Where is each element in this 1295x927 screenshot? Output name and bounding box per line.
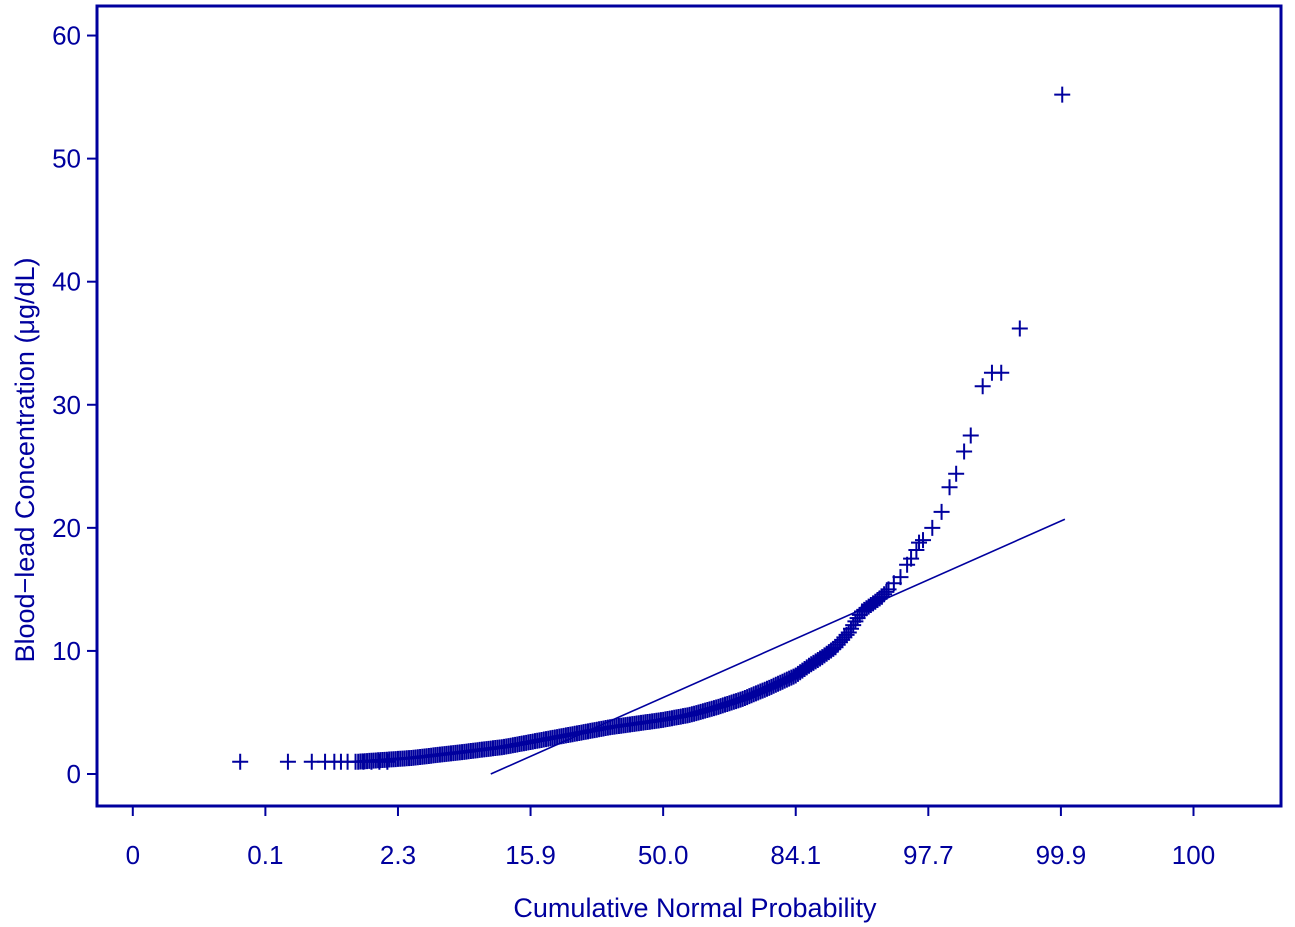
data-points — [232, 86, 1071, 770]
data-point — [974, 378, 991, 395]
data-point — [232, 753, 249, 770]
y-axis-ticks: 0 10 20 30 40 50 60 — [52, 21, 97, 789]
data-point — [911, 534, 928, 551]
data-point — [956, 443, 973, 460]
x-tick-label: 100 — [1172, 840, 1215, 870]
x-tick-label: 0.1 — [247, 840, 283, 870]
data-point — [924, 519, 941, 536]
data-point — [941, 479, 958, 496]
data-point — [1054, 86, 1071, 103]
y-tick-label: 40 — [52, 267, 81, 297]
data-point — [892, 569, 909, 586]
data-point — [948, 465, 965, 482]
x-tick-label: 50.0 — [638, 840, 689, 870]
x-tick-label: 2.3 — [380, 840, 416, 870]
y-tick-label: 50 — [52, 144, 81, 174]
y-tick-label: 20 — [52, 513, 81, 543]
data-point — [903, 550, 920, 567]
y-axis-title: Blood−lead Concentration (μg/dL) — [10, 257, 40, 662]
data-point — [915, 532, 932, 549]
x-tick-label: 0 — [126, 840, 140, 870]
x-axis-ticks: 0 0.1 2.3 15.9 50.0 84.1 97.7 99.9 100 — [126, 806, 1215, 870]
data-point — [1011, 320, 1028, 337]
data-point — [845, 617, 862, 634]
x-tick-label: 84.1 — [770, 840, 821, 870]
data-point — [993, 364, 1010, 381]
data-point — [908, 542, 925, 558]
data-point — [933, 503, 950, 520]
x-tick-label: 15.9 — [505, 840, 556, 870]
data-point — [379, 753, 396, 770]
x-tick-label: 99.9 — [1036, 840, 1087, 870]
x-axis-title: Cumulative Normal Probability — [513, 893, 877, 923]
y-tick-label: 10 — [52, 636, 81, 666]
y-tick-label: 60 — [52, 21, 81, 51]
data-point — [962, 427, 979, 444]
plot-frame — [95, 4, 1283, 808]
y-tick-label: 0 — [67, 759, 81, 789]
x-tick-label: 97.7 — [903, 840, 954, 870]
data-point — [878, 583, 895, 600]
y-tick-label: 30 — [52, 390, 81, 420]
data-point — [279, 753, 296, 770]
